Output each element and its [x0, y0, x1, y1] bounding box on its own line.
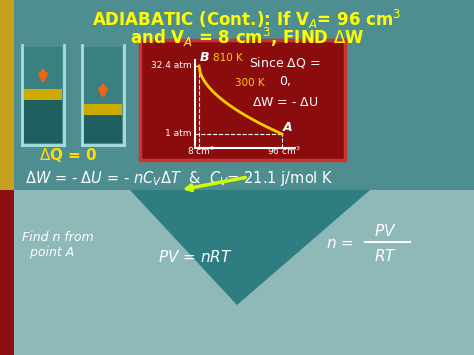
Text: 300 K: 300 K [235, 78, 264, 88]
Text: Find n from
  point A: Find n from point A [22, 231, 94, 259]
Text: $\it{PV}$ = $\it{nRT}$: $\it{PV}$ = $\it{nRT}$ [158, 249, 232, 265]
Text: 0,: 0, [279, 76, 291, 88]
Bar [24, 47, 62, 143]
Polygon shape [130, 190, 370, 305]
Text: and V$_A$ = 8 cm$^3$, FIND $\Delta$W: and V$_A$ = 8 cm$^3$, FIND $\Delta$W [130, 26, 365, 49]
Text: 32.4 atm: 32.4 atm [151, 61, 192, 71]
Text: A: A [283, 121, 292, 134]
Bar [140, 40, 345, 160]
Bar [0, 190, 14, 355]
Text: $\it{\Delta W}$ = - $\it{\Delta U}$ = - $\it{nC_V\Delta T}$  &  $\it{C_V}$= 21.1: $\it{\Delta W}$ = - $\it{\Delta U}$ = - … [25, 169, 334, 187]
Text: 1 atm: 1 atm [165, 130, 192, 138]
Text: $\Delta$W = - $\Delta$U: $\Delta$W = - $\Delta$U [252, 97, 318, 109]
Text: B: B [200, 51, 210, 64]
Text: ADIABATIC (Cont.): If V$_A$= 96 cm$^3$: ADIABATIC (Cont.): If V$_A$= 96 cm$^3$ [92, 7, 401, 31]
Text: $\it{RT}$: $\it{RT}$ [374, 248, 396, 264]
Text: $\it{PV}$: $\it{PV}$ [374, 223, 396, 239]
Text: Since $\Delta$Q =: Since $\Delta$Q = [249, 55, 321, 70]
Bar [24, 89, 62, 100]
Text: $\Delta$Q = 0: $\Delta$Q = 0 [39, 146, 97, 164]
Bar [24, 100, 62, 143]
Text: $\it{n}$ =: $\it{n}$ = [326, 235, 354, 251]
Bar [0, 190, 474, 355]
Bar [0, 0, 14, 190]
Text: 810 K: 810 K [213, 53, 243, 63]
Text: 96 cm$^3$: 96 cm$^3$ [267, 144, 301, 157]
Bar [84, 47, 122, 143]
Bar [84, 115, 122, 143]
Text: 8 cm$^3$: 8 cm$^3$ [187, 144, 215, 157]
Bar [84, 104, 122, 115]
